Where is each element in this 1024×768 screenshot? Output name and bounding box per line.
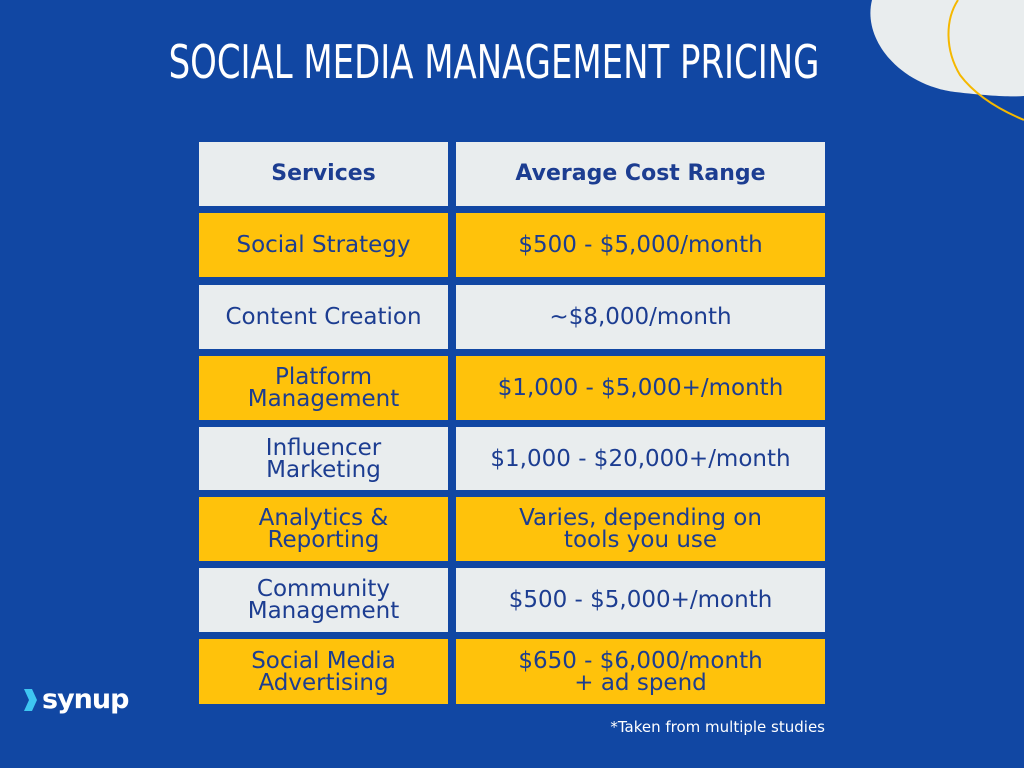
service-cell: Social Media Advertising: [199, 639, 448, 704]
chevron-right-icon: [24, 689, 37, 711]
logo-text: synup: [42, 684, 129, 715]
synup-logo: synup: [22, 683, 129, 717]
service-cell: Community Management: [199, 568, 448, 632]
service-cell: Influencer Marketing: [199, 427, 448, 490]
cost-cell: $1,000 - $5,000+/month: [456, 356, 825, 420]
service-cell: Social Strategy: [199, 213, 448, 277]
page-title: SOCIAL MEDIA MANAGEMENT PRICING: [168, 35, 820, 89]
header-average-cost-range: Average Cost Range: [456, 142, 825, 206]
service-cell: Content Creation: [199, 285, 448, 349]
cost-cell: ~$8,000/month: [456, 285, 825, 349]
cost-cell: $650 - $6,000/month + ad spend: [456, 639, 825, 704]
header-services: Services: [199, 142, 448, 206]
service-cell: Platform Management: [199, 356, 448, 420]
cost-cell: $500 - $5,000/month: [456, 213, 825, 277]
cost-cell: Varies, depending on tools you use: [456, 497, 825, 561]
cost-cell: $500 - $5,000+/month: [456, 568, 825, 632]
footnote: *Taken from multiple studies: [610, 718, 825, 736]
cost-cell: $1,000 - $20,000+/month: [456, 427, 825, 490]
service-cell: Analytics & Reporting: [199, 497, 448, 561]
